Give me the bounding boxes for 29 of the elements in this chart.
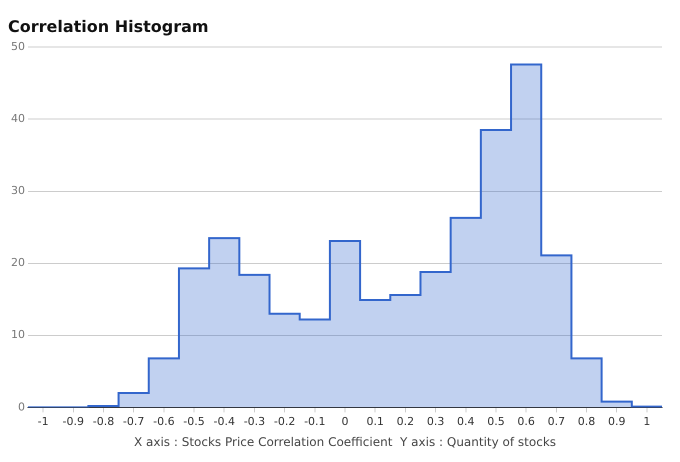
x-axis-title: X axis : Stocks Price Correlation Coefficient Y axis : Quantity of stocks	[134, 434, 556, 449]
x-tick-label: -0.1	[304, 414, 326, 428]
x-tick-label: 0.8	[578, 414, 596, 428]
x-tick-label: -0.5	[183, 414, 205, 428]
y-tick-label: 30	[10, 184, 25, 198]
x-tick-label: 0.5	[487, 414, 505, 428]
y-tick-label: 50	[10, 40, 25, 54]
x-tick-label: 0.3	[426, 414, 444, 428]
x-tick-label: 1	[643, 414, 650, 428]
y-tick-label: 0	[18, 400, 25, 414]
x-tick-label: 0.4	[457, 414, 475, 428]
y-tick-label: 20	[10, 256, 25, 270]
x-tick-label: 0.1	[366, 414, 384, 428]
x-tick-label: -1	[38, 414, 49, 428]
x-tick-label: -0.4	[214, 414, 235, 428]
y-tick-label: 10	[10, 328, 25, 342]
x-tick-label: -0.9	[62, 414, 84, 428]
x-tick-label: -0.8	[92, 414, 114, 428]
x-tick-label: 0.6	[517, 414, 535, 428]
x-tick-label: 0.9	[608, 414, 626, 428]
x-tick-label: -0.7	[122, 414, 144, 428]
x-tick-label: -0.2	[274, 414, 296, 428]
chart-title: Correlation Histogram	[8, 16, 209, 36]
x-tick-label: 0.7	[548, 414, 566, 428]
x-tick-label: 0.2	[396, 414, 414, 428]
x-tick-label: -0.6	[153, 414, 175, 428]
y-tick-label: 40	[10, 112, 25, 126]
x-tick-label: 0	[342, 414, 348, 428]
x-tick-label: -0.3	[244, 414, 266, 428]
